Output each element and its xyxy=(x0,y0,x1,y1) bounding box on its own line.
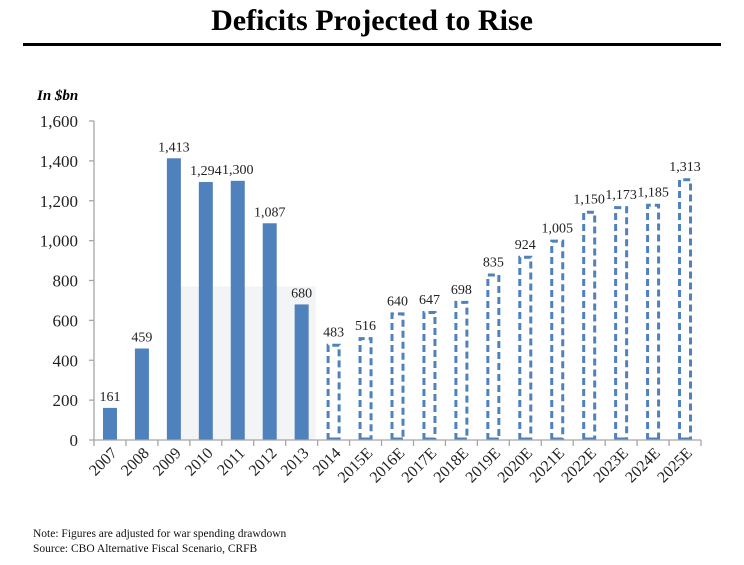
bars-layer xyxy=(102,158,693,441)
data-label-2022E: 1,150 xyxy=(573,193,605,208)
x-tick-label: 2017E xyxy=(399,445,441,487)
bar-2016E xyxy=(390,312,405,440)
x-tick-label: 2022E xyxy=(558,445,600,487)
data-label-2023E: 1,173 xyxy=(605,188,637,203)
chart-title: Deficits Projected to Rise xyxy=(211,4,533,37)
y-tick-label: 1,600 xyxy=(40,112,78,131)
y-tick-label: 400 xyxy=(53,351,79,370)
y-tick-label: 800 xyxy=(53,272,79,291)
y-axis-unit-label: In $bn xyxy=(37,88,79,104)
x-tick-label: 2013 xyxy=(278,445,313,480)
data-label-2019E: 835 xyxy=(483,256,504,271)
data-label-2014: 483 xyxy=(323,326,344,341)
bar-2013 xyxy=(294,304,309,440)
bar-2024E xyxy=(646,203,661,440)
data-label-2021E: 1,005 xyxy=(541,222,573,237)
x-tick-label: 2018E xyxy=(431,445,473,487)
x-tick-label: 2008 xyxy=(118,445,153,480)
x-tick-label: 2021E xyxy=(527,445,569,487)
bar-2021E xyxy=(550,239,565,440)
bar-2008 xyxy=(134,348,149,440)
bar-2017E xyxy=(422,311,437,440)
data-label-2009: 1,413 xyxy=(158,140,190,155)
data-label-2017E: 647 xyxy=(419,293,440,308)
data-label-2016E: 640 xyxy=(387,294,408,309)
bar-2011 xyxy=(230,180,245,440)
x-tick-label: 2015E xyxy=(335,445,377,487)
y-tick-label: 1,400 xyxy=(40,152,78,171)
bar-2007 xyxy=(102,407,117,440)
bar-2020E xyxy=(518,255,533,440)
bar-2012 xyxy=(262,223,277,440)
x-tick-label: 2010 xyxy=(182,445,217,480)
data-label-2015E: 516 xyxy=(355,319,376,334)
source-text: Source: CBO Alternative Fiscal Scenario,… xyxy=(33,543,258,555)
x-tick-label: 2020E xyxy=(495,445,537,487)
data-label-2018E: 698 xyxy=(451,283,472,298)
data-label-2011: 1,300 xyxy=(222,163,254,178)
y-tick-label: 600 xyxy=(53,311,79,330)
footnotes: Note: Figures are adjusted for war spend… xyxy=(33,527,286,557)
x-tick-label: 2019E xyxy=(463,445,505,487)
y-tick-label: 0 xyxy=(70,431,79,450)
y-tick-label: 1,200 xyxy=(40,192,78,211)
x-tick-label: 2016E xyxy=(367,445,409,487)
y-tick-label: 1,000 xyxy=(40,232,78,251)
data-label-2025E: 1,313 xyxy=(669,160,701,175)
bar-2019E xyxy=(486,273,501,440)
x-tick-label: 2023E xyxy=(590,445,632,487)
data-label-2013: 680 xyxy=(291,286,312,301)
data-label-2012: 1,087 xyxy=(254,205,286,220)
bar-2025E xyxy=(678,178,693,440)
x-tick-label: 2007 xyxy=(86,445,121,480)
data-label-2007: 161 xyxy=(99,390,120,405)
x-tick-label: 2009 xyxy=(150,445,185,480)
note-text: Note: Figures are adjusted for war spend… xyxy=(33,528,287,540)
x-tick-label: 2012 xyxy=(246,445,281,480)
bar-2014 xyxy=(326,343,341,440)
bar-2018E xyxy=(454,300,469,440)
data-label-2010: 1,294 xyxy=(190,164,222,179)
y-tick-label: 200 xyxy=(53,391,79,410)
data-label-2020E: 924 xyxy=(515,238,536,253)
x-tick-label: 2011 xyxy=(214,445,248,479)
x-tick-label: 2025E xyxy=(654,445,696,487)
bar-2022E xyxy=(582,210,597,440)
title-divider xyxy=(23,43,721,46)
x-tick-label: 2024E xyxy=(622,445,664,487)
data-label-2024E: 1,185 xyxy=(637,186,669,201)
bar-2023E xyxy=(614,206,629,440)
bar-2009 xyxy=(166,158,181,440)
bar-2015E xyxy=(358,337,373,440)
data-label-2008: 459 xyxy=(131,330,152,345)
bar-2010 xyxy=(198,182,213,441)
